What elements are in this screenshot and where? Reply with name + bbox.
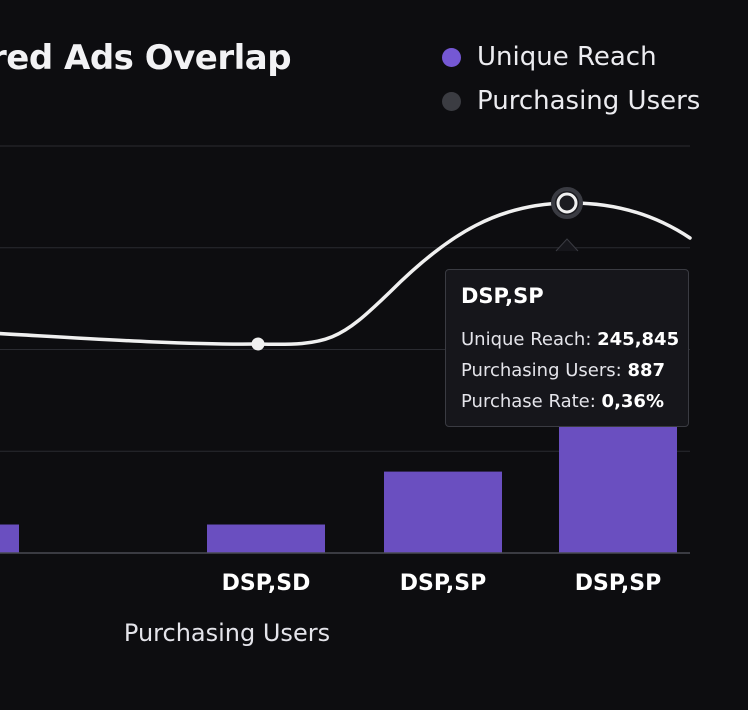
chart-title: red Ads Overlap: [0, 38, 292, 78]
tooltip-row-purchasing-users: Purchasing Users: 887: [461, 355, 673, 386]
tooltip-pointer: [555, 238, 579, 252]
tooltip-row-purchase-rate: Purchase Rate: 0,36%: [461, 386, 673, 417]
bar-unique-reach: [384, 471, 502, 553]
tooltip-value: 0,36%: [601, 391, 664, 412]
x-tick-label: DSP,SP: [575, 571, 662, 596]
legend-item-unique-reach[interactable]: Unique Reach: [442, 40, 700, 74]
tooltip: DSP,SP Unique Reach: 245,845 Purchasing …: [445, 269, 689, 427]
tooltip-value: 887: [627, 360, 666, 381]
bar-unique-reach: [0, 524, 19, 553]
purchasing-users-line: [0, 187, 692, 351]
tooltip-value: 245,845: [597, 329, 680, 350]
line-point-active: [556, 192, 578, 214]
legend: Unique Reach Purchasing Users: [442, 40, 700, 128]
tooltip-label: Unique Reach:: [461, 329, 592, 350]
line-point: [251, 337, 265, 351]
legend-swatch-unique-reach-icon: [442, 47, 461, 67]
x-axis-title: Purchasing Users: [124, 619, 330, 647]
legend-item-purchasing-users[interactable]: Purchasing Users: [442, 84, 700, 118]
legend-label: Unique Reach: [477, 42, 657, 72]
tooltip-label: Purchasing Users:: [461, 360, 622, 381]
line-path: [0, 201, 692, 347]
x-tick-label: DSP,SP: [400, 571, 487, 596]
tooltip-title: DSP,SP: [461, 284, 544, 308]
tooltip-row-unique-reach: Unique Reach: 245,845: [461, 324, 679, 355]
legend-swatch-purchasing-users-icon: [442, 91, 461, 111]
x-tick-labels: DSP,SD DSP,SP DSP,SP: [222, 571, 662, 596]
legend-label: Purchasing Users: [477, 86, 701, 116]
x-tick-label: DSP,SD: [222, 571, 311, 596]
bar-unique-reach: [207, 524, 325, 553]
tooltip-label: Purchase Rate:: [461, 391, 596, 412]
